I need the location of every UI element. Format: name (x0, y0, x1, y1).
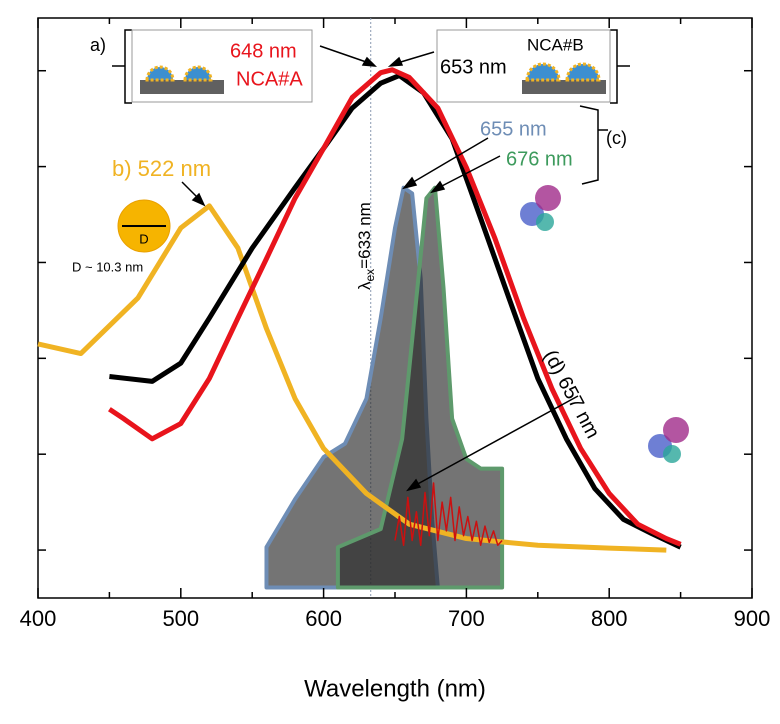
x-tick-label: 400 (20, 606, 57, 631)
annotation: ex (363, 269, 377, 282)
marks (37, 18, 682, 598)
annotation: a) (90, 35, 106, 55)
arrowhead (387, 56, 404, 67)
x-tick-label: 500 (162, 606, 199, 631)
annotation: =633 nm (355, 202, 374, 269)
nanocap (145, 65, 213, 82)
annotation: 676 nm (506, 148, 573, 170)
protein-part (536, 213, 554, 231)
x-tick-label: 700 (448, 606, 485, 631)
annotation: 655 nm (480, 118, 547, 140)
x-tick-label: 900 (734, 606, 771, 631)
annotation: λ (355, 281, 374, 290)
protein-part (663, 445, 681, 463)
x-axis-label: Wavelength (nm) (304, 675, 486, 702)
excitation-label: λex=633 nm (355, 202, 377, 290)
line (394, 482, 503, 547)
annotation: b) 522 nm (112, 156, 211, 181)
line (109, 73, 682, 550)
arrow (437, 155, 501, 189)
protein (520, 185, 689, 463)
annotation: NCA#B (527, 35, 584, 54)
annotation: (c) (606, 128, 627, 148)
arrows (181, 45, 579, 492)
arrow (409, 137, 489, 185)
annotation: D ~ 10.3 nm (72, 259, 143, 274)
x-tick-label: 800 (591, 606, 628, 631)
substrate (522, 80, 606, 94)
substrate (140, 80, 224, 94)
line (108, 67, 682, 547)
x-tick-label: 600 (305, 606, 342, 631)
annotation: D (139, 231, 148, 246)
arrowhead (361, 56, 377, 67)
annotation: 653 nm (440, 56, 507, 78)
protein-part (663, 417, 689, 443)
arrowhead (430, 180, 446, 194)
arrowhead (406, 478, 422, 492)
arrow (413, 395, 579, 487)
protein-part (535, 185, 561, 211)
arrowhead (191, 192, 206, 207)
inset-a (112, 29, 313, 104)
line (37, 203, 667, 553)
annotation: NCA#A (236, 68, 303, 90)
inset-b (436, 29, 630, 104)
area (335, 185, 505, 590)
annotation: 648 nm (230, 40, 297, 62)
bracket-c (579, 105, 608, 185)
nanocap (525, 62, 601, 82)
axes: 400 500 600 700 800 900 (20, 18, 771, 631)
arrow (319, 45, 373, 65)
arrowhead (402, 176, 418, 190)
